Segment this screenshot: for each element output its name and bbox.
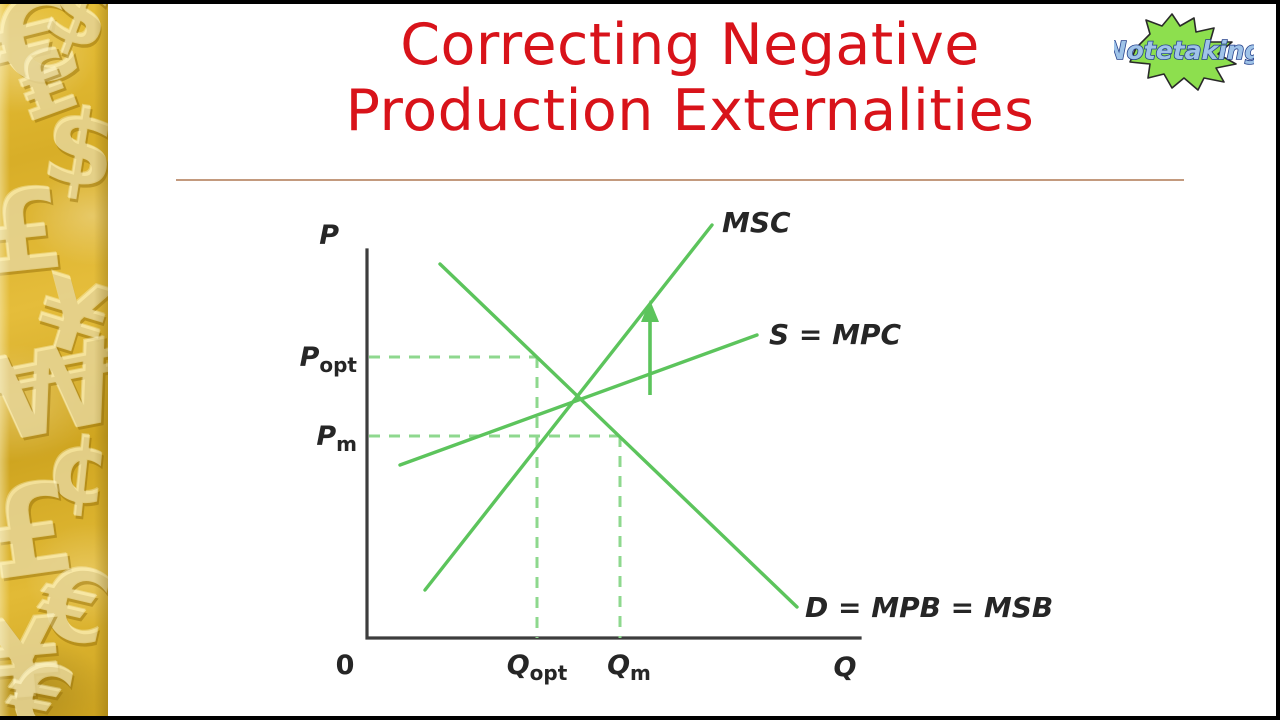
currency-symbol-band: € $ £ ¥ ₩ ¢ £ € ¥ $ ₤ € bbox=[0, 0, 108, 720]
curve-s-mpc bbox=[398, 333, 759, 467]
tick-p-opt-sub: opt bbox=[319, 353, 357, 377]
origin-label: 0 bbox=[336, 650, 355, 681]
band-gutter bbox=[108, 0, 117, 720]
band-highlight-edge bbox=[0, 0, 10, 720]
notetaking-logo: Notetaking bbox=[1114, 8, 1254, 94]
curve-label-s-mpc: S = MPC bbox=[769, 318, 902, 351]
tick-label-q-opt: Qopt bbox=[507, 650, 568, 685]
y-axis-label: P bbox=[319, 220, 339, 251]
x-axis-label: Q bbox=[834, 652, 857, 683]
title-line-2: Production Externalities bbox=[345, 78, 1035, 144]
curve-msc bbox=[423, 223, 714, 592]
tick-label-p-opt: Popt bbox=[300, 342, 358, 377]
tick-q-m-sub: m bbox=[630, 661, 651, 685]
band-shadow-edge bbox=[94, 0, 108, 720]
tick-label-p-m: Pm bbox=[316, 421, 357, 456]
curve-label-msc: MSC bbox=[722, 206, 791, 239]
frame-edge-right bbox=[1276, 0, 1280, 720]
curve-d-mpb-msb bbox=[438, 262, 799, 609]
frame-edge-top bbox=[0, 0, 1280, 4]
frame-edge-bottom bbox=[0, 716, 1280, 720]
tick-q-opt-sub: opt bbox=[530, 661, 568, 685]
externality-diagram: P Popt Pm 0 Qopt Qm Q MSC S = MP bbox=[117, 180, 1127, 716]
tick-p-opt-main: P bbox=[300, 342, 320, 373]
page-title: Correcting Negative Production Externali… bbox=[160, 12, 1220, 144]
tick-p-m-sub: m bbox=[336, 432, 357, 456]
tick-label-q-m: Qm bbox=[607, 650, 651, 685]
logo-text: Notetaking bbox=[1114, 36, 1254, 65]
tick-q-m-main: Q bbox=[607, 650, 630, 681]
starburst-icon bbox=[1129, 13, 1237, 91]
curve-label-d-mpb-msb: D = MPB = MSB bbox=[805, 591, 1053, 624]
tick-q-opt-main: Q bbox=[507, 650, 530, 681]
title-divider bbox=[176, 179, 1184, 181]
title-line-1: Correcting Negative bbox=[400, 12, 980, 78]
tick-p-m-main: P bbox=[316, 421, 336, 452]
chart-axes bbox=[365, 248, 862, 640]
supply-shift-arrow-head bbox=[641, 300, 659, 322]
